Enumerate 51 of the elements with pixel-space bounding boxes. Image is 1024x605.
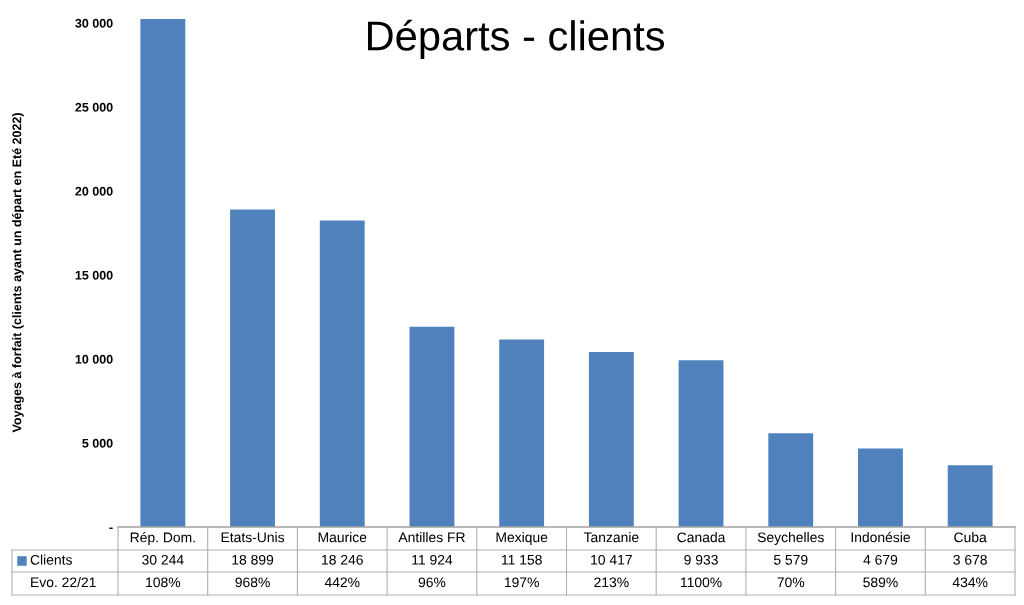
y-axis-title: Voyages à forfait (clients ayant un départ en Eté 2022) [12, 113, 24, 433]
data-label: 4 679 [863, 554, 898, 565]
text: 589% [863, 577, 898, 588]
bar [678, 360, 724, 527]
text: 213% [594, 577, 629, 588]
bar [858, 448, 903, 527]
data-label: 9 933 [684, 554, 718, 565]
data-label: 18 899 [232, 554, 274, 565]
x-tick-label: Antilles FR [398, 532, 465, 543]
y-tick-label: - [109, 527, 113, 530]
text: 96% [418, 577, 446, 588]
text: Evo. 22/21 [31, 577, 96, 588]
text: 968% [235, 577, 270, 588]
data-label: 18 246 [322, 554, 363, 565]
bar [768, 433, 814, 527]
x-tick-label: Seychelles [757, 532, 824, 545]
x-tick-label: Indonésie [851, 531, 910, 543]
bar [947, 465, 993, 527]
bar [319, 220, 365, 527]
data-label: 11 158 [501, 554, 542, 565]
text: 1100% [681, 577, 722, 588]
text: 434% [952, 577, 988, 588]
text: 442% [324, 577, 360, 588]
x-tick-label: Tanzanie [583, 532, 639, 543]
bar [140, 18, 186, 527]
y-tick-label: 25 000 [75, 102, 113, 112]
bar [409, 326, 455, 527]
text: 70% [777, 577, 805, 588]
x-tick-label: Mexique [496, 532, 548, 545]
legend-label: Clients [30, 554, 72, 565]
data-label: 5 579 [773, 554, 808, 565]
bar [588, 352, 634, 527]
chart-title: Départs - clients [367, 19, 665, 59]
y-tick-label: 5 000 [82, 438, 113, 448]
text: 197% [504, 577, 539, 588]
y-tick-label: 30 000 [75, 18, 113, 28]
x-tick-label: Etats-Unis [221, 532, 285, 543]
y-tick-label: 10 000 [75, 354, 113, 364]
y-tick-label: 20 000 [75, 186, 113, 196]
bar [230, 209, 275, 527]
text: 108% [146, 577, 181, 588]
data-label: 30 244 [142, 554, 184, 565]
data-label: 3 678 [953, 554, 987, 565]
x-tick-label: Cuba [954, 532, 987, 543]
data-label: 11 924 [412, 554, 453, 565]
x-tick-label: Maurice [318, 532, 367, 543]
data-label: 10 417 [591, 554, 632, 565]
y-tick-label: 15 000 [75, 270, 113, 280]
bar [499, 339, 545, 527]
x-tick-label: Canada [677, 532, 726, 543]
x-tick-label: Rép. Dom. [130, 531, 195, 546]
